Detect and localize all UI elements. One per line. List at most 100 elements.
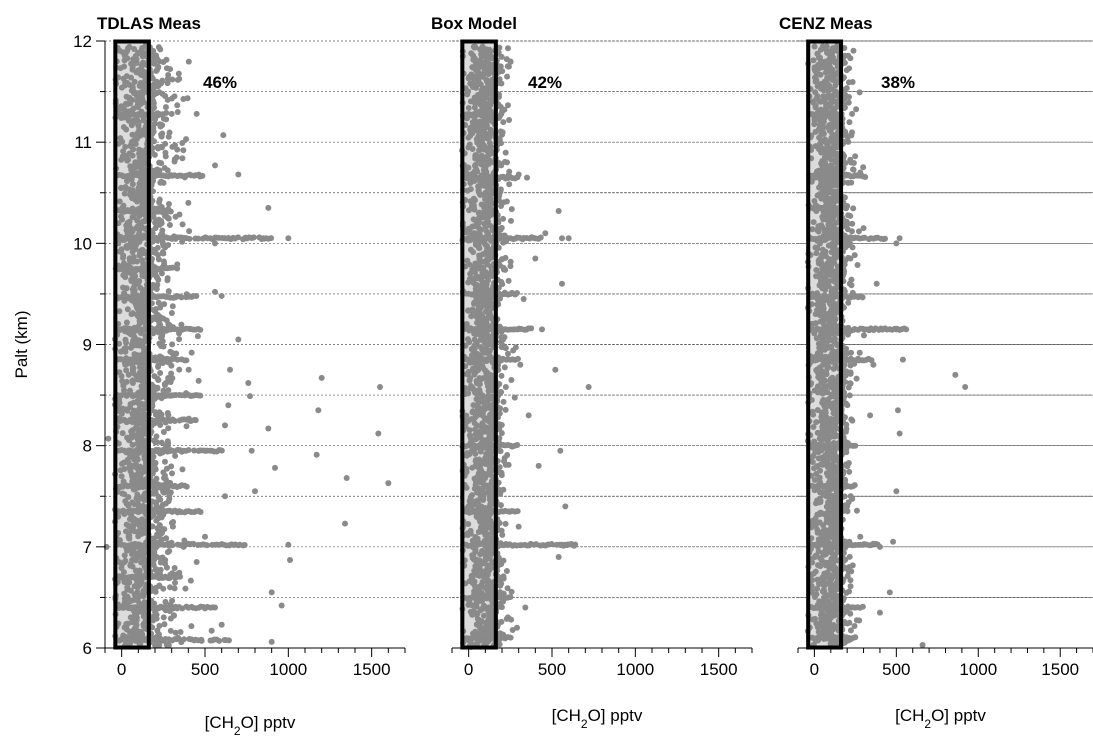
data-point xyxy=(467,186,474,193)
data-point xyxy=(163,116,170,123)
data-point xyxy=(520,295,527,302)
data-point xyxy=(131,46,138,53)
data-point xyxy=(135,67,142,74)
data-point xyxy=(153,52,160,59)
data-point xyxy=(506,117,513,124)
data-point xyxy=(542,230,549,237)
data-point xyxy=(464,336,471,343)
data-point xyxy=(123,319,130,326)
data-point xyxy=(154,281,161,288)
data-point xyxy=(471,588,478,595)
data-point xyxy=(475,78,482,85)
data-point xyxy=(178,294,185,301)
data-point xyxy=(555,553,562,560)
data-point xyxy=(134,491,141,498)
data-point xyxy=(285,541,292,548)
data-point xyxy=(165,374,172,381)
data-point xyxy=(162,483,168,490)
data-point xyxy=(248,447,255,454)
y-tick-label: 10 xyxy=(73,234,92,253)
data-point xyxy=(169,570,176,577)
data-point xyxy=(154,375,161,382)
data-point xyxy=(129,377,136,384)
data-point xyxy=(481,339,488,346)
data-point xyxy=(132,557,139,564)
data-point xyxy=(505,63,512,70)
data-point xyxy=(343,475,350,482)
data-point xyxy=(469,223,476,230)
data-point xyxy=(182,585,189,592)
data-point xyxy=(468,71,475,78)
data-point xyxy=(155,583,162,590)
data-point xyxy=(468,382,475,389)
data-point xyxy=(116,369,123,376)
data-point xyxy=(193,292,200,299)
data-point xyxy=(476,209,483,216)
data-point xyxy=(467,375,474,382)
data-point xyxy=(472,628,479,635)
data-point xyxy=(138,247,145,254)
data-point xyxy=(126,255,133,262)
data-point xyxy=(126,579,133,586)
data-point xyxy=(498,469,505,476)
data-point xyxy=(170,612,177,619)
data-point xyxy=(185,58,192,65)
x-tick-label: 0 xyxy=(117,660,126,679)
data-point xyxy=(186,228,193,235)
data-point xyxy=(157,509,164,516)
data-point xyxy=(150,81,157,88)
data-point xyxy=(131,78,138,85)
data-point xyxy=(498,131,505,138)
data-point xyxy=(133,567,140,574)
data-point xyxy=(252,488,258,495)
data-point xyxy=(569,541,575,548)
data-point xyxy=(500,119,507,126)
data-point xyxy=(484,53,490,60)
data-point xyxy=(126,43,133,50)
data-point xyxy=(853,507,860,514)
data-point xyxy=(465,104,472,111)
data-point xyxy=(149,130,156,137)
data-point xyxy=(463,321,470,328)
data-point xyxy=(181,537,188,544)
data-point xyxy=(202,533,208,540)
data-point xyxy=(475,303,482,310)
data-point xyxy=(197,392,204,399)
data-point xyxy=(119,377,126,384)
data-point xyxy=(475,183,482,190)
data-point xyxy=(500,239,507,246)
data-point xyxy=(466,141,473,148)
data-point xyxy=(514,442,521,449)
data-point xyxy=(158,160,165,167)
data-point xyxy=(468,50,475,57)
data-point xyxy=(152,439,159,446)
panel-title: Box Model xyxy=(431,14,517,33)
data-point xyxy=(477,344,484,351)
data-point xyxy=(502,149,509,156)
data-point xyxy=(245,379,252,386)
data-point xyxy=(151,167,158,174)
data-point xyxy=(503,567,510,574)
data-point xyxy=(511,394,518,401)
data-point xyxy=(539,326,545,333)
data-point xyxy=(524,174,530,181)
data-point xyxy=(466,427,473,434)
data-point xyxy=(122,336,129,343)
data-point xyxy=(197,326,204,333)
data-point xyxy=(218,447,225,454)
data-point xyxy=(134,98,141,105)
data-point xyxy=(117,213,124,220)
data-point xyxy=(155,256,162,263)
data-point xyxy=(136,405,143,412)
data-point xyxy=(166,222,173,229)
data-point xyxy=(124,219,131,226)
data-point xyxy=(171,585,178,592)
data-point xyxy=(470,607,477,614)
data-point xyxy=(198,637,205,644)
data-point xyxy=(499,342,506,349)
data-point xyxy=(160,429,167,436)
data-point xyxy=(498,372,505,379)
data-point xyxy=(149,506,156,513)
data-point xyxy=(483,228,490,235)
data-point xyxy=(155,631,162,638)
